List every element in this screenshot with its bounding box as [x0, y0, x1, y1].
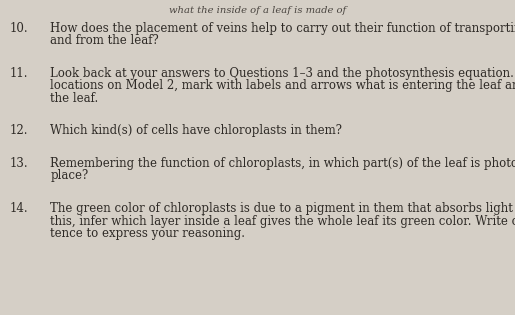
Text: tence to express your reasoning.: tence to express your reasoning.: [50, 227, 246, 240]
Text: this, infer which layer inside a leaf gives the whole leaf its green color. Writ: this, infer which layer inside a leaf gi…: [50, 215, 515, 227]
Text: Which kind(s) of cells have chloroplasts in them?: Which kind(s) of cells have chloroplasts…: [50, 124, 342, 138]
Text: 10.: 10.: [9, 22, 28, 35]
Text: 13.: 13.: [9, 157, 28, 170]
Text: 12.: 12.: [9, 124, 28, 138]
Text: and from the leaf?: and from the leaf?: [50, 35, 159, 48]
Text: Look back at your answers to Questions 1–3 and the photosynthesis equation. In t: Look back at your answers to Questions 1…: [50, 67, 515, 80]
Text: what the inside of a leaf is made of: what the inside of a leaf is made of: [169, 6, 346, 15]
Text: place?: place?: [50, 169, 89, 182]
Text: 11.: 11.: [9, 67, 28, 80]
Text: How does the placement of veins help to carry out their function of transporting: How does the placement of veins help to …: [50, 22, 515, 35]
Text: 14.: 14.: [9, 202, 28, 215]
Text: the leaf.: the leaf.: [50, 92, 99, 105]
Text: The green color of chloroplasts is due to a pigment in them that absorbs light e: The green color of chloroplasts is due t…: [50, 202, 515, 215]
Text: locations on Model 2, mark with labels and arrows what is entering the leaf and : locations on Model 2, mark with labels a…: [50, 79, 515, 93]
Text: Remembering the function of chloroplasts, in which part(s) of the leaf is photos: Remembering the function of chloroplasts…: [50, 157, 515, 170]
